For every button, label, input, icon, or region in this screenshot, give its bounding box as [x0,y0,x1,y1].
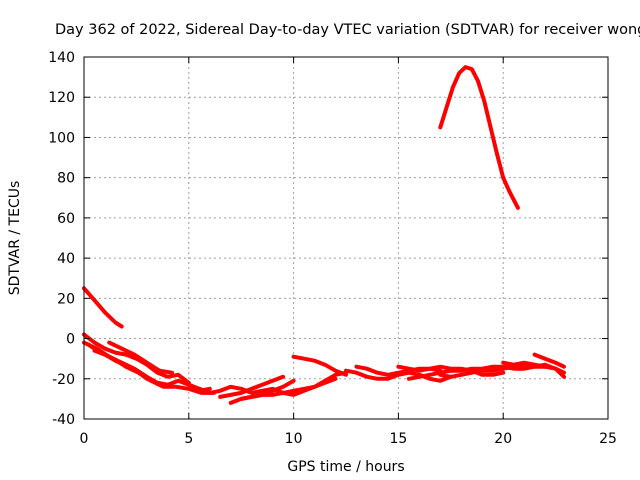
series-line-s1 [82,286,124,329]
y-tick-label: -20 [52,372,75,388]
series-layer [82,65,566,405]
y-tick-label: 100 [48,130,75,146]
y-tick-label: 20 [57,291,75,307]
y-tick-label: 80 [57,171,75,187]
series-line-s9 [218,374,286,399]
y-tick-label: 60 [57,211,75,227]
series-line-s12 [344,368,453,383]
grid-layer [84,57,608,419]
series-line-s6 [107,340,174,375]
series-line-s10 [239,370,348,401]
x-tick-label: 10 [285,431,303,447]
x-tick-label: 15 [389,431,407,447]
tick-layer: 0 5 10 15 20 25 -40 -20 0 20 40 60 80 100 120 140 [48,50,617,447]
series-line-s2 [82,332,191,385]
series-line-s17 [532,352,566,369]
series-line-s18 [501,360,548,369]
x-tick-label: 0 [80,431,89,447]
y-tick-label: 0 [66,332,75,348]
plot-frame [83,56,609,420]
y-tick-label: 140 [48,50,75,66]
x-axis-title: GPS time / hours [287,459,404,475]
y-axis-title: SDTVAR / TECUs [7,181,23,296]
y-tick-label: 40 [57,251,75,267]
series-line-s11 [291,354,348,377]
series-line-s15 [396,364,506,377]
y-tick-label: -40 [52,412,75,428]
x-tick-label: 20 [494,431,512,447]
series-line-s5 [92,348,170,387]
series-line-s19 [438,65,520,210]
x-tick-label: 5 [184,431,193,447]
x-tick-label: 25 [599,431,617,447]
y-tick-label: 120 [48,90,75,106]
chart-title: Day 362 of 2022, Sidereal Day-to-day VTE… [55,22,640,38]
